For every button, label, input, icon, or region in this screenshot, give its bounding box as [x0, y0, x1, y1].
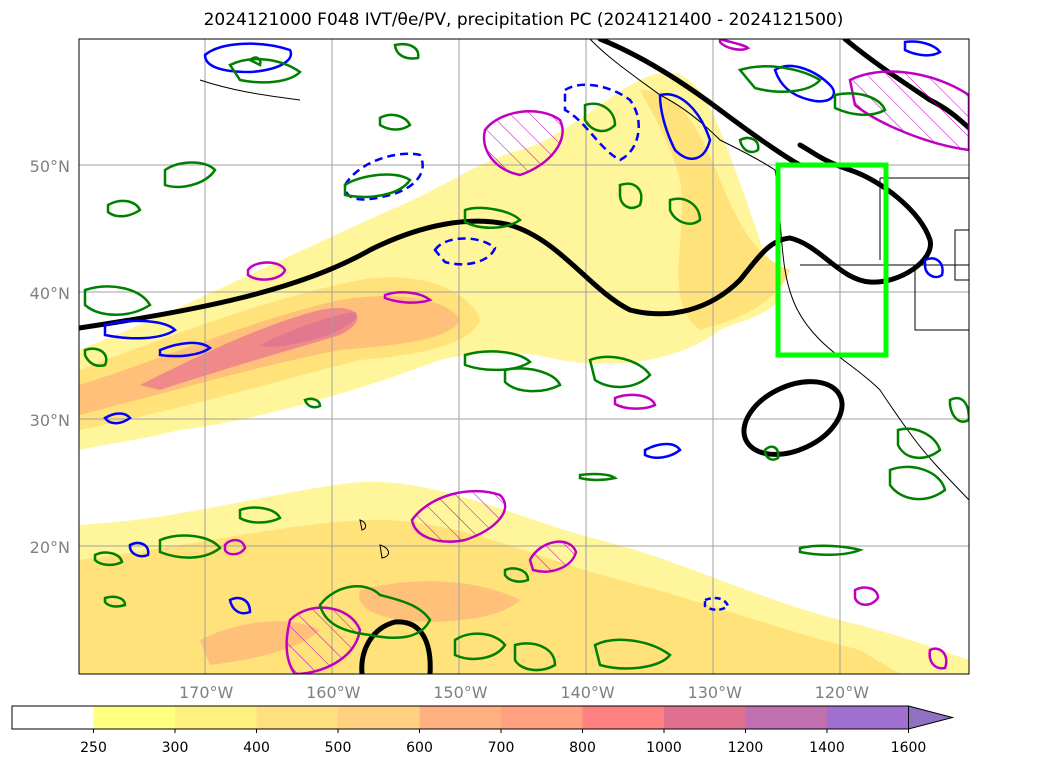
colorbar-segment [12, 706, 94, 729]
colorbar-segment [582, 706, 665, 729]
ivt-band-south-inner [359, 581, 520, 622]
colorbar-tick-label: 700 [488, 740, 515, 756]
precip-green-contours [83, 43, 969, 672]
colorbar-tick-label: 500 [325, 740, 352, 756]
lat-label: 20°N [30, 538, 70, 557]
lon-label: 160°W [306, 683, 361, 702]
map-frame [78, 38, 970, 675]
ivt-band-coast [640, 90, 790, 330]
colorbar-extend-arrow [908, 705, 955, 730]
colorbar-segment [256, 706, 339, 729]
colorbar-segment [175, 706, 257, 729]
lon-label: 120°W [815, 683, 870, 702]
pv-blue-contours [103, 40, 944, 615]
colorbar-tick-label: 600 [406, 740, 433, 756]
colorbar [11, 705, 955, 730]
colorbar-segment [745, 706, 828, 729]
colorbar-tick-label: 1200 [728, 740, 764, 756]
chart-title: 2024121000 F048 IVT/θe/PV, precipitation… [203, 10, 844, 30]
region-highlight-box [775, 162, 889, 358]
lon-label: 170°W [179, 683, 234, 702]
lon-label: 140°W [560, 683, 615, 702]
colorbar-segment [338, 706, 420, 729]
colorbar-segment [93, 706, 176, 729]
map-area [79, 39, 969, 674]
colorbar-tick-label: 400 [243, 740, 270, 756]
lat-label: 40°N [30, 284, 70, 303]
colorbar-tick-label: 1000 [646, 740, 682, 756]
colorbar-frame [11, 705, 909, 730]
longitude-labels: 170°W 160°W 150°W 140°W 130°W 120°W [179, 683, 869, 702]
colorbar-tick-label: 1600 [891, 740, 927, 756]
lat-label: 50°N [30, 157, 70, 176]
colorbar-tick-label: 300 [162, 740, 189, 756]
colorbar-tick-label: 800 [569, 740, 596, 756]
colorbar-segment [827, 706, 909, 729]
colorbar-segment [419, 706, 502, 729]
colorbar-tick-label: 1400 [809, 740, 845, 756]
lon-label: 150°W [433, 683, 488, 702]
colorbar-segment [664, 706, 746, 729]
lon-label: 130°W [688, 683, 743, 702]
colorbar-tick-labels: 250 300 400 500 600 700 800 1000 1200 1400 1600 [80, 729, 926, 756]
colorbar-segment [501, 706, 583, 729]
lat-label: 30°N [30, 411, 70, 430]
colorbar-tick-label: 250 [80, 740, 107, 756]
latitude-labels: 50°N 40°N 30°N 20°N [30, 157, 70, 557]
pv-hatched-regions [223, 39, 969, 674]
